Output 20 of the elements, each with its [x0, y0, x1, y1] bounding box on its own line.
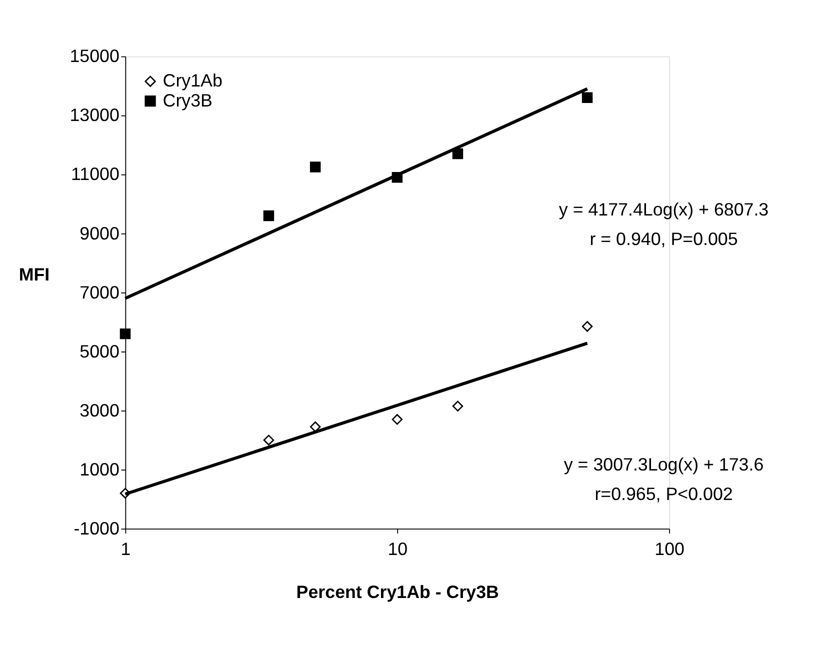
- y-tick-label: 13000: [70, 105, 120, 126]
- annotation: y = 4177.4Log(x) + 6807.3: [558, 200, 769, 220]
- y-tick-label: 9000: [80, 223, 120, 244]
- annotation: r = 0.940, P=0.005: [590, 229, 738, 250]
- annotation: y = 3007.3Log(x) + 173.6: [564, 454, 764, 474]
- x-tick-label: 1: [120, 539, 131, 560]
- y-tick-label: 3000: [80, 400, 120, 420]
- y-tick-label: -1000: [74, 518, 120, 538]
- y-axis-title: MFI: [18, 264, 50, 284]
- x-axis-title: Percent Cry1Ab - Cry3B: [296, 582, 500, 602]
- x-tick-label: 10: [388, 539, 408, 560]
- annotation: r=0.965, P<0.002: [594, 484, 733, 504]
- y-tick-label: 1000: [80, 459, 120, 480]
- y-tick-label: 7000: [80, 282, 120, 302]
- y-tick-label: 15000: [70, 46, 120, 66]
- x-tick-label: 100: [654, 539, 685, 560]
- y-tick-label: 11000: [71, 164, 120, 184]
- y-tick-label: 5000: [80, 341, 120, 362]
- legend-label: Cry1Ab: [162, 70, 222, 91]
- legend-label: Cry3B: [162, 90, 212, 110]
